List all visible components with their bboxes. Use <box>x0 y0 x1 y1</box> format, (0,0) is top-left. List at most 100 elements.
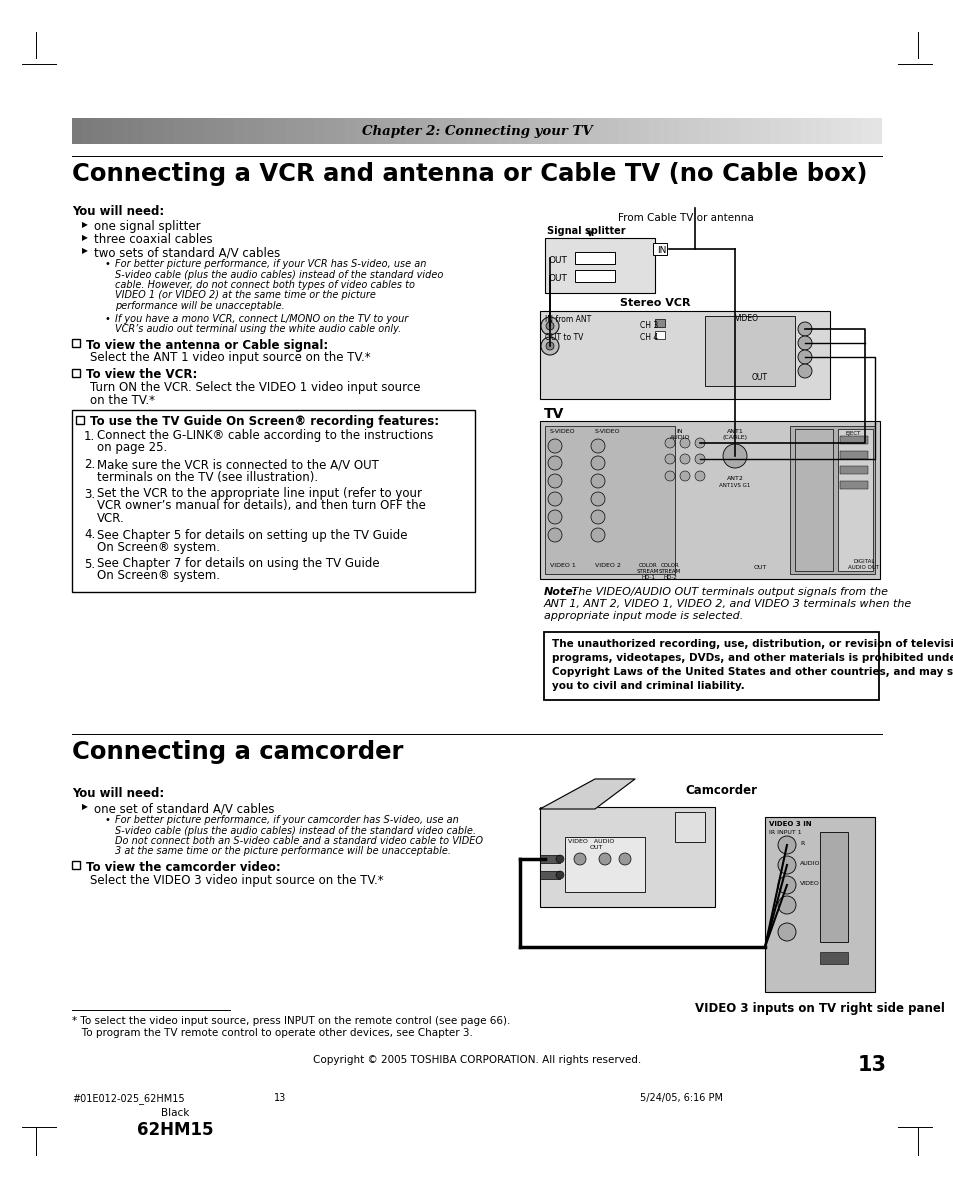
Text: ANT1
(CABLE): ANT1 (CABLE) <box>721 429 747 439</box>
Bar <box>385 118 396 144</box>
Text: IR INPUT 1: IR INPUT 1 <box>768 830 801 835</box>
Bar <box>704 316 794 386</box>
Text: •: • <box>105 258 111 269</box>
Text: To view the camcorder video:: To view the camcorder video: <box>86 861 280 874</box>
Text: one signal splitter: one signal splitter <box>94 220 200 233</box>
Text: R: R <box>800 841 803 846</box>
Text: TV: TV <box>543 407 564 420</box>
Bar <box>760 118 770 144</box>
Text: VCR owner’s manual for details), and then turn OFF the: VCR owner’s manual for details), and the… <box>97 499 425 512</box>
Text: VCR.: VCR. <box>97 511 125 524</box>
Text: Stereo VCR: Stereo VCR <box>619 298 690 308</box>
Bar <box>274 118 285 144</box>
Circle shape <box>797 364 811 378</box>
Bar <box>639 118 649 144</box>
Bar <box>628 118 639 144</box>
Text: On Screen® system.: On Screen® system. <box>97 569 220 582</box>
Text: ▶: ▶ <box>82 220 88 229</box>
Text: For better picture performance, if your camcorder has S-video, use an: For better picture performance, if your … <box>115 815 458 825</box>
Text: on the TV.*: on the TV.* <box>90 393 154 406</box>
Text: IN from ANT: IN from ANT <box>544 314 591 324</box>
Bar <box>365 118 375 144</box>
Circle shape <box>590 474 604 488</box>
Circle shape <box>695 438 704 448</box>
Text: OUT: OUT <box>548 256 567 266</box>
Bar <box>193 118 204 144</box>
Text: COLOR
STREAM
HD-2: COLOR STREAM HD-2 <box>659 563 680 580</box>
Text: three coaxial cables: three coaxial cables <box>94 233 213 247</box>
Circle shape <box>797 336 811 350</box>
Bar <box>224 118 234 144</box>
Circle shape <box>679 470 689 481</box>
Circle shape <box>574 853 585 865</box>
Circle shape <box>598 853 610 865</box>
Text: To program the TV remote control to operate other devices, see Chapter 3.: To program the TV remote control to oper… <box>71 1028 473 1039</box>
Text: IN
AUDIO: IN AUDIO <box>669 429 690 439</box>
Bar <box>655 319 664 328</box>
Bar <box>173 118 184 144</box>
Circle shape <box>547 439 561 453</box>
Text: CH 4: CH 4 <box>639 333 658 342</box>
Bar <box>764 817 874 992</box>
Circle shape <box>778 836 795 854</box>
Text: To view the antenna or Cable signal:: To view the antenna or Cable signal: <box>86 338 328 351</box>
Bar <box>837 429 872 570</box>
Circle shape <box>679 454 689 464</box>
Bar <box>112 118 123 144</box>
Bar <box>689 118 700 144</box>
Bar <box>699 118 710 144</box>
Bar <box>564 837 644 892</box>
Circle shape <box>664 470 675 481</box>
Bar <box>750 118 760 144</box>
Text: 3.: 3. <box>84 487 95 500</box>
Circle shape <box>540 337 558 355</box>
Bar <box>466 118 477 144</box>
Circle shape <box>590 528 604 542</box>
Bar <box>314 118 325 144</box>
Bar <box>71 861 80 869</box>
Text: ▶: ▶ <box>82 247 88 255</box>
Circle shape <box>547 492 561 506</box>
Text: ANT2: ANT2 <box>726 476 742 481</box>
Text: The unauthorized recording, use, distribution, or revision of television: The unauthorized recording, use, distrib… <box>552 640 953 649</box>
Circle shape <box>664 454 675 464</box>
Bar <box>841 118 851 144</box>
Text: To use the TV Guide On Screen® recording features:: To use the TV Guide On Screen® recording… <box>90 416 438 429</box>
Bar <box>152 118 164 144</box>
Text: cable. However, do not connect both types of video cables to: cable. However, do not connect both type… <box>115 280 415 289</box>
Text: Select the ANT 1 video input source on the TV.*: Select the ANT 1 video input source on t… <box>90 351 370 364</box>
Text: From Cable TV or antenna: From Cable TV or antenna <box>618 213 753 223</box>
Text: Note:: Note: <box>543 587 578 597</box>
Bar <box>213 118 224 144</box>
Text: See Chapter 5 for details on setting up the TV Guide: See Chapter 5 for details on setting up … <box>97 529 407 542</box>
Bar <box>770 118 781 144</box>
Bar <box>102 118 112 144</box>
Bar <box>487 118 497 144</box>
Text: Set the VCR to the appropriate line input (refer to your: Set the VCR to the appropriate line inpu… <box>97 487 421 500</box>
Text: Connect the G-LINK® cable according to the instructions: Connect the G-LINK® cable according to t… <box>97 430 433 443</box>
Text: To view the VCR:: To view the VCR: <box>86 368 197 381</box>
Text: On Screen® system.: On Screen® system. <box>97 541 220 554</box>
Bar <box>539 311 829 399</box>
Bar <box>608 118 618 144</box>
Text: You will need:: You will need: <box>71 205 164 218</box>
Bar <box>517 118 528 144</box>
Text: 13: 13 <box>857 1055 885 1075</box>
Circle shape <box>547 510 561 524</box>
Bar <box>652 243 666 255</box>
Bar <box>71 118 83 144</box>
Text: Turn ON the VCR. Select the VIDEO 1 video input source: Turn ON the VCR. Select the VIDEO 1 vide… <box>90 381 420 394</box>
Bar <box>830 118 841 144</box>
Bar <box>537 118 548 144</box>
Bar <box>810 118 821 144</box>
Bar <box>335 118 346 144</box>
Text: Chapter 2: Connecting your TV: Chapter 2: Connecting your TV <box>361 125 592 137</box>
Bar <box>375 118 386 144</box>
Bar <box>233 118 244 144</box>
Text: you to civil and criminal liability.: you to civil and criminal liability. <box>552 681 744 691</box>
Text: VIDEO 1: VIDEO 1 <box>550 563 576 568</box>
Circle shape <box>590 456 604 470</box>
Bar <box>729 118 740 144</box>
Bar <box>82 118 92 144</box>
Bar <box>446 118 456 144</box>
